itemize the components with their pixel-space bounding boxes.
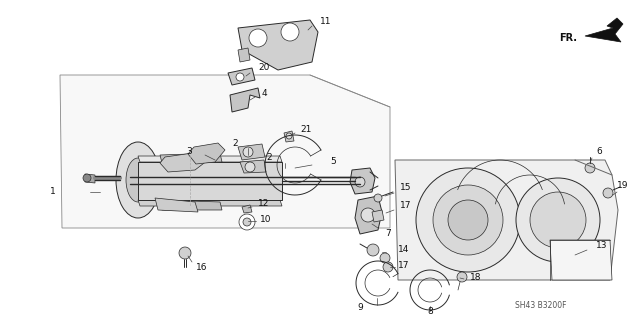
Circle shape — [516, 178, 600, 262]
Circle shape — [585, 163, 595, 173]
Circle shape — [243, 147, 253, 157]
Ellipse shape — [126, 158, 150, 202]
Circle shape — [243, 218, 251, 226]
Polygon shape — [284, 131, 294, 142]
Circle shape — [433, 185, 503, 255]
Polygon shape — [242, 205, 252, 213]
Text: 20: 20 — [258, 63, 269, 72]
Text: 21: 21 — [300, 125, 312, 135]
Polygon shape — [550, 240, 612, 280]
Circle shape — [383, 262, 393, 272]
Circle shape — [367, 244, 379, 256]
Polygon shape — [138, 156, 282, 162]
Text: 17: 17 — [400, 201, 412, 210]
Circle shape — [457, 272, 467, 282]
Polygon shape — [395, 160, 618, 280]
Circle shape — [83, 174, 91, 182]
Text: 10: 10 — [260, 214, 271, 224]
Polygon shape — [160, 200, 222, 210]
Text: 18: 18 — [470, 273, 481, 283]
Circle shape — [281, 23, 299, 41]
Text: 9: 9 — [357, 303, 363, 313]
Text: FR.: FR. — [559, 33, 577, 43]
Polygon shape — [372, 210, 384, 222]
Text: 13: 13 — [596, 241, 607, 249]
Circle shape — [603, 188, 613, 198]
Polygon shape — [240, 160, 266, 173]
Polygon shape — [155, 198, 198, 212]
Polygon shape — [238, 144, 265, 160]
Circle shape — [355, 177, 365, 187]
Text: 16: 16 — [196, 263, 207, 272]
Text: 6: 6 — [596, 147, 602, 157]
Polygon shape — [228, 68, 255, 85]
Circle shape — [249, 29, 267, 47]
Polygon shape — [238, 20, 318, 70]
Text: 3: 3 — [186, 146, 192, 155]
Text: 11: 11 — [320, 18, 332, 26]
Bar — [138, 162, 282, 200]
Circle shape — [530, 192, 586, 248]
Text: 17: 17 — [398, 261, 410, 270]
Text: SH43 B3200F: SH43 B3200F — [515, 300, 566, 309]
Ellipse shape — [116, 142, 160, 218]
Circle shape — [361, 208, 375, 222]
Text: 7: 7 — [385, 228, 391, 238]
Text: 2: 2 — [266, 153, 272, 162]
Circle shape — [179, 247, 191, 259]
Text: 1: 1 — [51, 188, 56, 197]
Polygon shape — [160, 152, 208, 172]
Circle shape — [245, 162, 255, 172]
Polygon shape — [188, 143, 225, 164]
Text: 5: 5 — [330, 158, 336, 167]
Polygon shape — [85, 174, 95, 183]
Polygon shape — [238, 48, 250, 62]
Text: 12: 12 — [258, 198, 269, 207]
Text: 8: 8 — [427, 308, 433, 316]
Polygon shape — [230, 88, 260, 112]
Polygon shape — [350, 168, 375, 194]
Circle shape — [380, 253, 390, 263]
Text: 19: 19 — [617, 182, 628, 190]
Circle shape — [239, 214, 255, 230]
Circle shape — [236, 73, 244, 81]
Polygon shape — [160, 153, 222, 163]
Text: 2: 2 — [232, 138, 238, 147]
Polygon shape — [355, 196, 382, 234]
Text: 15: 15 — [400, 183, 412, 192]
Polygon shape — [60, 75, 390, 228]
Text: 14: 14 — [398, 244, 410, 254]
Text: 4: 4 — [262, 88, 268, 98]
Circle shape — [374, 194, 382, 202]
Polygon shape — [138, 200, 282, 206]
Polygon shape — [585, 18, 623, 42]
Circle shape — [448, 200, 488, 240]
Circle shape — [286, 133, 292, 139]
Circle shape — [416, 168, 520, 272]
